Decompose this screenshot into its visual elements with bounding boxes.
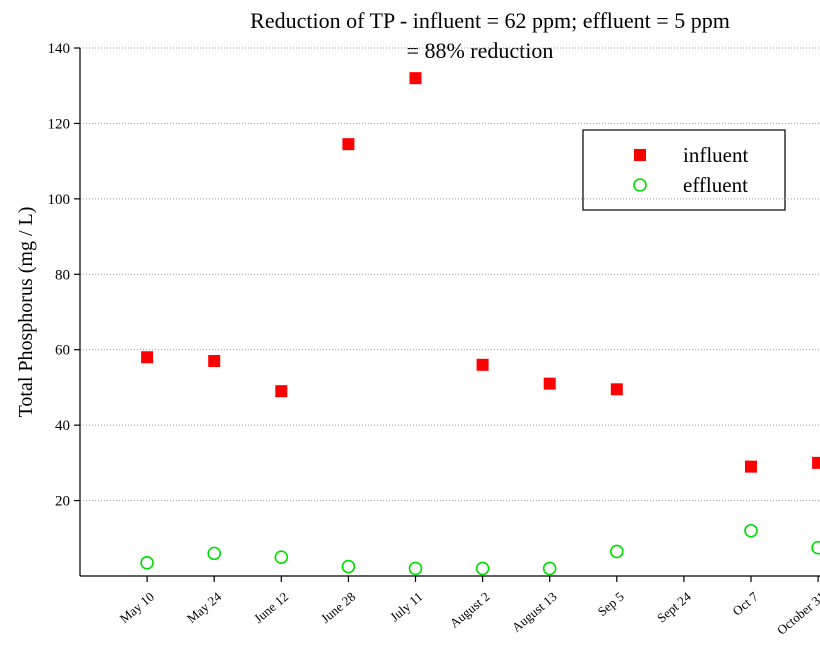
x-tick-label: July 11 <box>387 589 425 625</box>
data-point <box>275 385 288 398</box>
y-tick-label: 20 <box>55 494 70 510</box>
legend-marker <box>634 149 646 161</box>
data-point <box>342 138 355 151</box>
x-tick-label: Oct 7 <box>729 588 761 618</box>
data-point <box>745 460 757 473</box>
x-tick-label: October 31 <box>774 589 820 638</box>
data-point <box>141 351 154 364</box>
data-point <box>409 72 422 85</box>
chart-title: Reduction of TP - influent = 62 ppm; eff… <box>250 8 730 33</box>
data-point <box>408 561 423 576</box>
x-tick-label: August 13 <box>509 589 560 635</box>
data-point <box>543 377 556 390</box>
y-tick-label: 60 <box>55 343 70 359</box>
legend-box <box>582 129 786 211</box>
data-point <box>341 559 356 574</box>
x-tick-label: Sep 5 <box>595 589 627 619</box>
y-tick-label: 100 <box>48 192 71 208</box>
legend-marker <box>633 178 647 192</box>
data-point <box>475 561 490 576</box>
legend-label: influent <box>683 143 748 167</box>
y-tick-label: 40 <box>55 418 70 434</box>
x-tick-label: May 10 <box>117 589 157 626</box>
chart-title: = 88% reduction <box>407 38 554 63</box>
data-point <box>609 544 624 559</box>
data-point <box>744 523 758 538</box>
y-axis-label: Total Phosphorus (mg / L) <box>15 207 37 418</box>
data-point <box>208 355 221 368</box>
data-point <box>140 555 154 570</box>
data-point <box>610 383 623 396</box>
x-tick-label: June 12 <box>251 589 291 626</box>
x-tick-label: Sept 24 <box>654 588 694 625</box>
data-point <box>476 358 489 371</box>
legend-label: effluent <box>683 173 748 197</box>
y-tick-label: 80 <box>55 267 70 283</box>
y-tick-label: 120 <box>48 116 71 132</box>
data-point <box>812 456 820 469</box>
data-point <box>811 540 820 555</box>
x-tick-label: June 28 <box>318 589 358 626</box>
x-tick-label: May 24 <box>184 588 225 626</box>
x-tick-label: August 2 <box>447 589 493 631</box>
y-tick-label: 140 <box>48 41 71 57</box>
data-point <box>542 561 557 576</box>
data-point <box>207 546 221 561</box>
data-point <box>274 550 289 564</box>
